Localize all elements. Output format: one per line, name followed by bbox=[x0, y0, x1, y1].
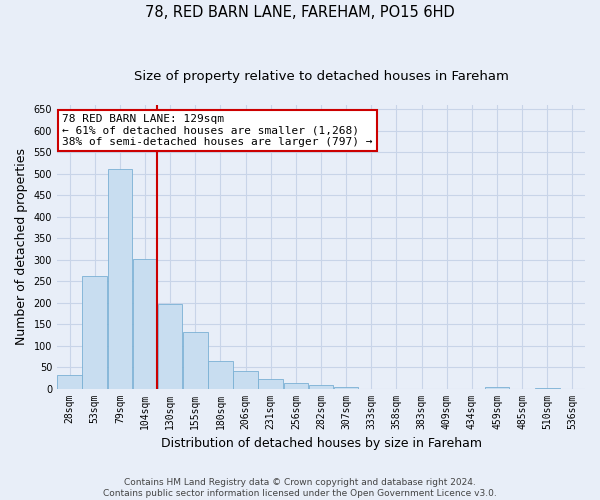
Bar bbox=[259, 378, 283, 388]
Bar bbox=[82, 276, 107, 388]
Bar bbox=[284, 382, 308, 388]
Bar bbox=[158, 304, 182, 388]
Title: Size of property relative to detached houses in Fareham: Size of property relative to detached ho… bbox=[134, 70, 508, 83]
Bar bbox=[183, 332, 208, 388]
Bar bbox=[107, 168, 132, 388]
Text: 78 RED BARN LANE: 129sqm
← 61% of detached houses are smaller (1,268)
38% of sem: 78 RED BARN LANE: 129sqm ← 61% of detach… bbox=[62, 114, 373, 146]
Y-axis label: Number of detached properties: Number of detached properties bbox=[15, 148, 28, 346]
Bar bbox=[208, 360, 233, 388]
Bar bbox=[233, 372, 258, 388]
Bar bbox=[133, 259, 157, 388]
X-axis label: Distribution of detached houses by size in Fareham: Distribution of detached houses by size … bbox=[161, 437, 482, 450]
Bar bbox=[57, 375, 82, 388]
Text: 78, RED BARN LANE, FAREHAM, PO15 6HD: 78, RED BARN LANE, FAREHAM, PO15 6HD bbox=[145, 5, 455, 20]
Bar bbox=[309, 385, 334, 388]
Text: Contains HM Land Registry data © Crown copyright and database right 2024.
Contai: Contains HM Land Registry data © Crown c… bbox=[103, 478, 497, 498]
